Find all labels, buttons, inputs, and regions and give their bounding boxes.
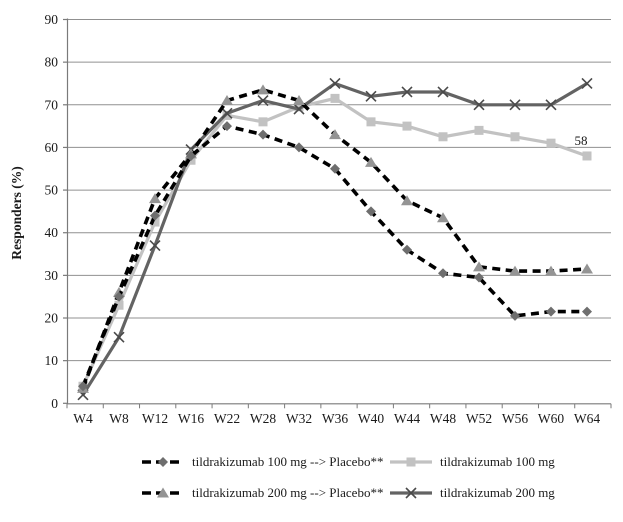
x-tick-label: W16 — [178, 411, 204, 426]
y-axis-title: Responders (%) — [9, 166, 24, 259]
x-marker-icon — [405, 487, 417, 499]
legend-label: tildrakizumab 200 mg — [440, 485, 555, 500]
y-tick-label: 90 — [45, 12, 59, 27]
square-marker-icon — [114, 300, 124, 310]
chart-plot-area: 0 10 20 30 40 50 60 70 80 90 W4 W8 W12 W16 W22 W28 W32 W3… — [9, 12, 612, 426]
x-marker-icon — [401, 86, 413, 98]
diamond-marker-icon — [474, 272, 484, 283]
square-marker-icon — [438, 132, 448, 142]
diamond-marker-icon — [258, 129, 268, 140]
x-tick-label: W28 — [250, 411, 276, 426]
triangle-marker-icon — [257, 84, 269, 95]
x-marker-icon — [437, 86, 449, 98]
data-label-annotation: 58 — [575, 133, 588, 148]
square-series-icon — [390, 457, 432, 467]
x-marker-icon — [329, 77, 341, 90]
x-tick-label: W4 — [73, 411, 93, 426]
diamond-marker-icon — [438, 268, 448, 279]
x-tick-label: W64 — [574, 411, 600, 426]
diamond-marker-icon — [330, 163, 340, 174]
diamond-marker-icon — [582, 306, 592, 317]
x-marker-icon — [221, 107, 233, 119]
legend-item-200mg: tildrakizumab 200 mg — [389, 485, 555, 501]
x-marker-icon — [473, 99, 485, 111]
y-tick-label: 60 — [45, 140, 59, 155]
x-tick-label: W12 — [142, 411, 168, 426]
square-marker-icon — [406, 457, 416, 467]
x-marker-icon — [509, 99, 521, 111]
square-marker-icon — [294, 102, 304, 112]
diamond-marker-icon — [510, 310, 520, 321]
square-marker-icon — [402, 121, 412, 131]
legend-item-200mg-placebo: tildrakizumab 200 mg --> Placebo** — [141, 485, 389, 501]
diamond-marker-icon — [150, 210, 160, 221]
legend-label: tildrakizumab 100 mg --> Placebo** — [192, 454, 384, 469]
x-tick-label: W40 — [358, 411, 384, 426]
x-marker-icon — [545, 99, 557, 111]
diamond-dashed-series-icon — [142, 457, 184, 467]
square-marker-icon — [150, 217, 160, 227]
diamond-marker-icon — [366, 206, 376, 217]
y-tick-label: 40 — [45, 225, 59, 240]
x-marker-icon — [365, 90, 377, 102]
diamond-marker-icon — [294, 142, 304, 153]
y-tick-label: 20 — [45, 311, 59, 326]
diamond-marker-icon — [402, 244, 412, 255]
legend-label: tildrakizumab 200 mg --> Placebo** — [192, 485, 384, 500]
x-tick-label: W52 — [466, 411, 492, 426]
diamond-marker-icon — [546, 306, 556, 317]
square-marker-icon — [330, 93, 340, 103]
x-tick-label: W48 — [430, 411, 456, 426]
triangle-marker-icon — [473, 261, 485, 272]
x-tick-label: W36 — [322, 411, 348, 426]
y-tick-label: 10 — [45, 353, 59, 368]
triangle-marker-icon — [581, 263, 593, 274]
triangle-marker-icon — [149, 193, 161, 204]
x-tick-label: W22 — [214, 411, 240, 426]
y-tick-label: 70 — [45, 97, 59, 112]
x-marker-icon — [113, 331, 125, 343]
triangle-marker-icon — [365, 156, 377, 167]
x-marker-icon — [257, 94, 269, 107]
diamond-marker-icon — [186, 150, 196, 161]
x-tick-label: W56 — [502, 411, 528, 426]
legend-item-100mg-placebo: tildrakizumab 100 mg --> Placebo** — [141, 454, 389, 470]
triangle-marker-icon — [401, 195, 413, 206]
diamond-marker-icon — [114, 291, 124, 302]
square-marker-icon — [582, 151, 592, 161]
square-marker-icon — [510, 132, 520, 142]
x-tick-label: W60 — [538, 411, 564, 426]
x-marker-icon — [581, 77, 593, 90]
triangle-marker-icon — [293, 95, 305, 106]
x-series-icon — [390, 487, 432, 499]
x-tick-label: W8 — [109, 411, 129, 426]
x-tick-label: W32 — [286, 411, 312, 426]
triangle-marker-icon — [437, 212, 449, 223]
diamond-marker-icon — [158, 457, 168, 467]
triangle-marker-icon — [157, 487, 169, 498]
triangle-marker-icon — [329, 129, 341, 140]
triangle-marker-icon — [221, 95, 233, 106]
y-tick-label: 80 — [45, 55, 59, 70]
square-marker-icon — [258, 117, 268, 127]
legend-item-100mg: tildrakizumab 100 mg — [389, 454, 555, 470]
legend-label: tildrakizumab 100 mg — [440, 454, 555, 469]
square-marker-icon — [546, 138, 556, 148]
triangle-marker-icon — [545, 265, 557, 276]
square-marker-icon — [366, 117, 376, 127]
y-tick-label: 0 — [51, 396, 58, 411]
triangle-dashed-series-icon — [142, 487, 184, 498]
diamond-marker-icon — [78, 381, 88, 392]
y-tick-label: 50 — [45, 183, 59, 198]
y-tick-label: 30 — [45, 268, 59, 283]
chart-legend: tildrakizumab 100 mg --> Placebo** tildr… — [141, 454, 555, 501]
square-marker-icon — [474, 125, 484, 135]
triangle-marker-icon — [509, 265, 521, 276]
x-marker-icon — [149, 239, 161, 252]
x-tick-label: W44 — [394, 411, 420, 426]
diamond-marker-icon — [222, 121, 232, 132]
